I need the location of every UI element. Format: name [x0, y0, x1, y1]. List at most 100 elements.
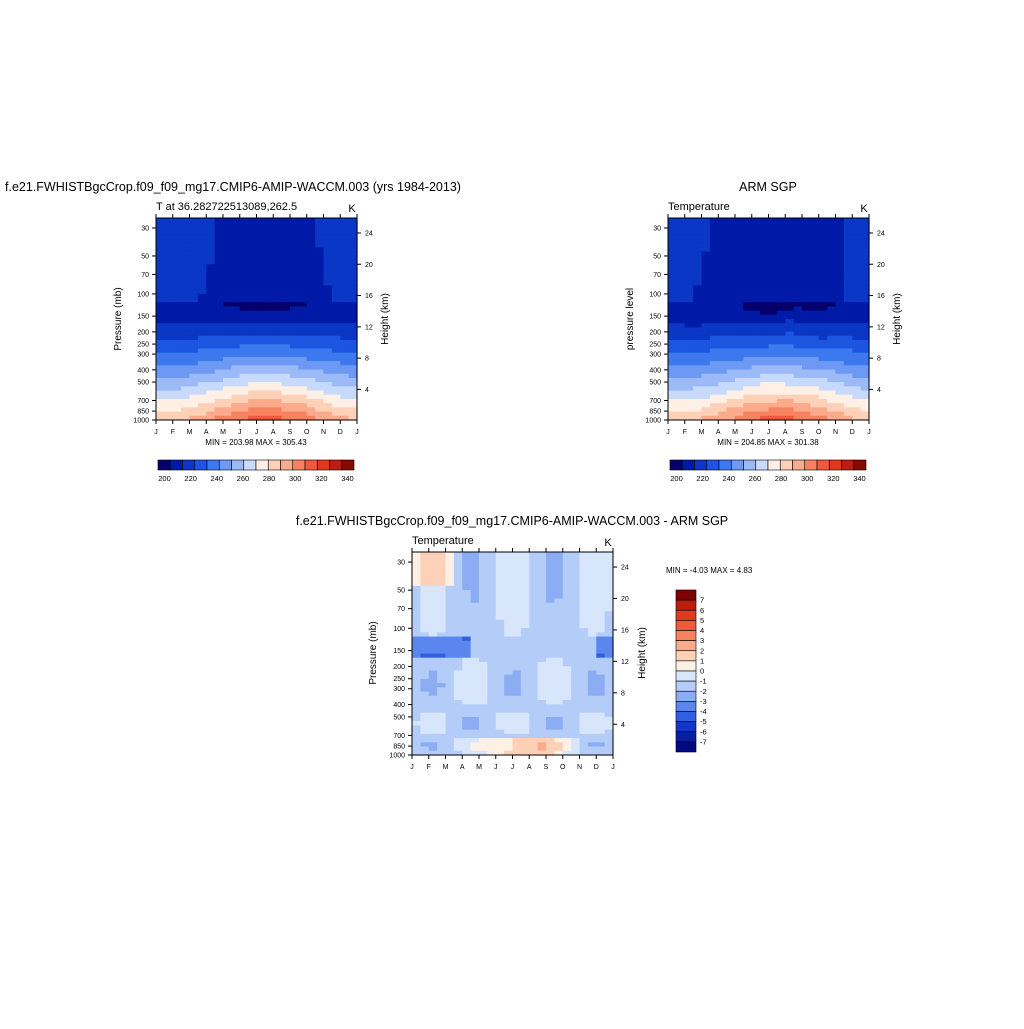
field-cell — [445, 611, 455, 617]
field-cell — [529, 674, 539, 680]
field-cell — [445, 687, 455, 693]
panel-model-minmax: MIN = 203.98 MAX = 305.43 — [205, 438, 307, 447]
field-cell — [785, 255, 795, 261]
field-cell — [529, 670, 539, 676]
field-cell — [412, 615, 421, 621]
field-cell — [206, 398, 216, 404]
field-cell — [529, 628, 539, 633]
field-cell — [248, 230, 258, 236]
field-cell — [520, 725, 530, 731]
field-cell — [290, 268, 299, 274]
field-cell — [470, 674, 480, 680]
field-cell — [445, 581, 455, 587]
field-cell — [768, 331, 778, 337]
colorbar-label: 3 — [700, 636, 704, 645]
field-cell — [520, 708, 530, 714]
field-cell — [273, 302, 283, 307]
field-cell — [860, 285, 870, 291]
field-cell — [348, 247, 358, 253]
field-cell — [231, 356, 241, 362]
field-cell — [693, 306, 703, 312]
field-cell — [562, 725, 572, 731]
x-tick-label: J — [238, 429, 242, 436]
field-cell — [248, 306, 258, 312]
field-cell — [718, 327, 728, 333]
field-cell — [860, 394, 870, 400]
y2-tick-label: 8 — [877, 356, 881, 363]
field-cell — [860, 369, 870, 375]
field-cell — [298, 268, 308, 274]
field-cell — [537, 733, 547, 739]
field-cell — [172, 281, 182, 286]
field-cell — [596, 564, 606, 570]
field-cell — [701, 335, 711, 341]
field-cell — [537, 687, 547, 693]
field-cell — [172, 323, 182, 329]
field-cell — [340, 356, 350, 362]
field-cell — [718, 361, 728, 366]
field-cell — [214, 398, 224, 404]
panel-diff-units: K — [604, 537, 612, 549]
field-cell — [239, 268, 249, 274]
field-cell — [445, 556, 455, 562]
field-cell — [214, 264, 224, 270]
field-cell — [529, 695, 539, 701]
field-cell — [248, 297, 258, 303]
field-cell — [239, 331, 249, 337]
field-cell — [256, 373, 266, 379]
field-cell — [701, 356, 711, 362]
field-cell — [835, 255, 845, 261]
field-cell — [197, 340, 207, 345]
field-cell — [776, 348, 786, 354]
field-cell — [676, 348, 686, 354]
field-cell — [760, 377, 770, 383]
field-cell — [709, 411, 719, 417]
field-cell — [181, 306, 191, 312]
field-cell — [453, 611, 463, 617]
field-cell — [852, 255, 862, 261]
field-cell — [437, 602, 447, 608]
field-cell — [668, 352, 677, 358]
field-cell — [709, 394, 719, 400]
field-cell — [340, 348, 350, 354]
field-cell — [206, 255, 216, 261]
field-cell — [604, 653, 614, 659]
field-cell — [860, 382, 870, 387]
field-cell — [323, 398, 333, 404]
field-cell — [264, 340, 274, 345]
field-cell — [504, 636, 514, 642]
field-cell — [554, 594, 564, 600]
field-cell — [445, 683, 455, 688]
field-cell — [223, 403, 232, 408]
field-cell — [462, 594, 472, 600]
field-cell — [718, 373, 728, 379]
field-cell — [348, 415, 358, 421]
field-cell — [579, 725, 589, 731]
field-cell — [264, 403, 274, 408]
field-cell — [323, 230, 333, 236]
field-cell — [604, 564, 614, 570]
field-cell — [273, 415, 283, 421]
field-cell — [453, 725, 463, 731]
field-cell — [693, 319, 703, 324]
field-cell — [495, 708, 505, 714]
field-cell — [462, 628, 472, 633]
field-cell — [495, 712, 505, 718]
field-cell — [676, 415, 686, 421]
field-cell — [197, 234, 207, 240]
field-cell — [239, 365, 249, 371]
colorbar-swatch — [718, 459, 732, 471]
field-cell — [504, 585, 514, 591]
field-cell — [181, 285, 191, 291]
field-cell — [718, 382, 728, 387]
field-cell — [453, 590, 463, 595]
field-cell — [587, 712, 597, 718]
field-cell — [843, 314, 853, 320]
field-cell — [843, 373, 853, 379]
field-cell — [709, 264, 719, 270]
field-cell — [428, 716, 438, 722]
field-cell — [315, 356, 325, 362]
field-cell — [256, 289, 266, 295]
field-cell — [835, 373, 845, 379]
field-cell — [197, 268, 207, 274]
